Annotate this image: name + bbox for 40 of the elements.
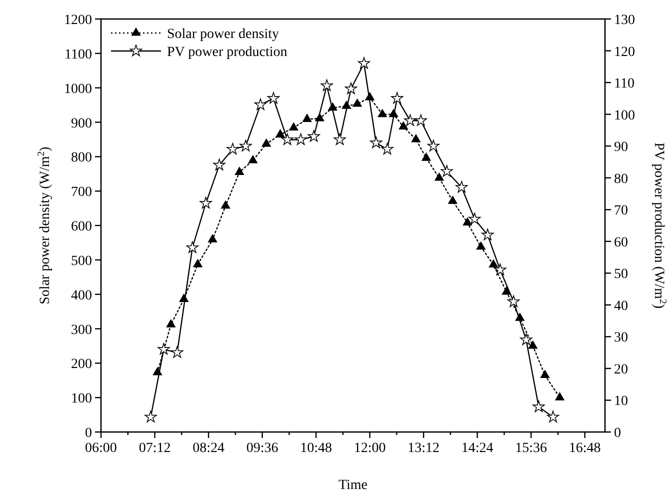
y-tick-label: 1000 xyxy=(64,82,92,97)
y2-tick-label: 50 xyxy=(614,267,628,282)
y2-tick-label: 130 xyxy=(614,13,635,28)
y-tick-label: 1200 xyxy=(64,13,92,28)
y2-tick-label: 0 xyxy=(614,426,621,441)
x-tick-label: 08:24 xyxy=(192,441,224,456)
y-tick-label: 700 xyxy=(71,185,92,200)
y-tick-label: 800 xyxy=(71,150,92,166)
y-tick-label: 1100 xyxy=(64,47,92,62)
y-tick-label: 600 xyxy=(71,220,92,234)
x-axis-title: Time xyxy=(338,478,368,493)
x-tick-label: 06:00 xyxy=(85,441,117,456)
y-tick-label: 100 xyxy=(71,392,92,407)
x-tick-label: 13:12 xyxy=(408,441,440,456)
y2-tick-label: 10 xyxy=(614,394,628,410)
x-tick-label: 10:48 xyxy=(300,441,332,456)
x-tick-label: 16:48 xyxy=(568,441,601,456)
x-tick-label: 09:36 xyxy=(246,441,278,456)
legend-label: Solar power density xyxy=(167,27,279,42)
x-tick-label: 07:12 xyxy=(138,441,171,456)
legend-label: PV power production xyxy=(167,45,288,60)
y-tick-label: 300 xyxy=(71,322,92,338)
y2-tick-label: 30 xyxy=(614,330,628,346)
y2-tick-label: 70 xyxy=(614,204,628,219)
y2-tick-label: 20 xyxy=(614,362,628,378)
y2-tick-label: 120 xyxy=(614,44,635,60)
y2-tick-label: 80 xyxy=(614,172,628,187)
y2-tick-label: 90 xyxy=(614,140,628,156)
y-tick-label: 900 xyxy=(71,116,92,132)
x-tick-label: 15:36 xyxy=(515,441,548,456)
y2-tick-label: 40 xyxy=(614,298,628,314)
y2-tick-label: 60 xyxy=(614,235,628,250)
y2-tick-label: 110 xyxy=(614,76,634,92)
y-tick-label: 200 xyxy=(71,357,92,372)
x-tick-label: 12:00 xyxy=(354,441,386,456)
y-tick-label: 0 xyxy=(85,426,92,441)
y-tick-label: 500 xyxy=(71,254,92,269)
y2-tick-label: 100 xyxy=(614,108,635,124)
y-tick-label: 400 xyxy=(71,288,92,304)
x-tick-label: 14:24 xyxy=(461,441,494,456)
